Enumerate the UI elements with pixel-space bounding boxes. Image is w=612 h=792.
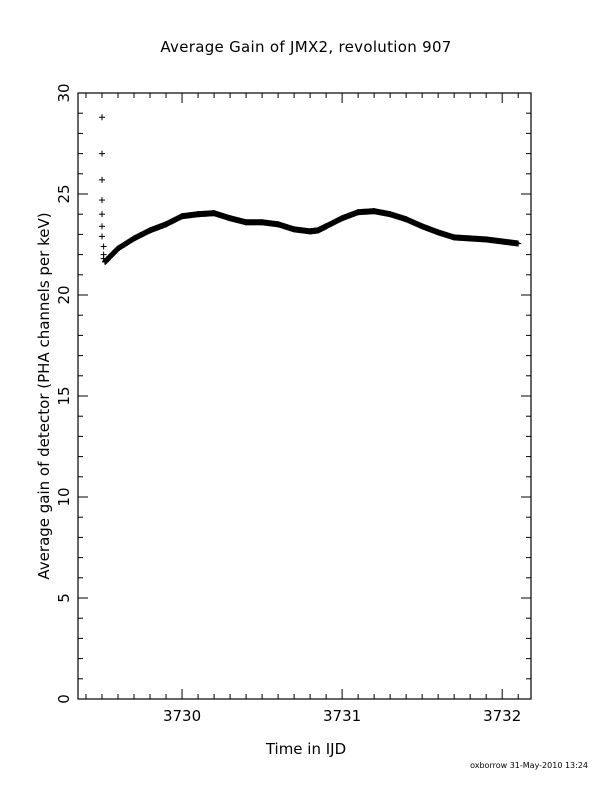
data-point [99,233,106,240]
axis-ticks: 0 5 10 15 20 25 30 3730 3731 3732 [55,83,531,725]
y-tick-label: 5 [55,593,73,603]
y-tick-label: 20 [55,285,73,304]
data-point [99,114,106,121]
data-point [99,223,106,230]
x-tick-label: 3732 [483,707,521,725]
data-point [99,150,106,157]
y-tick-label: 15 [55,386,73,405]
data-point [99,197,106,204]
chart-title: Average Gain of JMX2, revolution 907 [160,38,452,56]
y-tick-label: 30 [55,83,73,102]
x-tick-label: 3730 [163,707,201,725]
y-tick-label: 0 [55,694,73,704]
data-points [99,114,522,265]
data-band [102,208,521,265]
y-tick-label: 10 [55,487,73,506]
data-point [99,176,106,183]
data-point [100,243,107,250]
data-point [99,211,106,218]
footer-stamp: oxborrow 31-May-2010 13:24 [470,761,588,770]
x-tick-label: 3731 [323,707,361,725]
y-tick-label: 25 [55,184,73,203]
x-axis-label: Time in IJD [265,740,347,758]
plot-frame [77,92,532,700]
y-axis-label: Average gain of detector (PHA channels p… [35,212,53,580]
